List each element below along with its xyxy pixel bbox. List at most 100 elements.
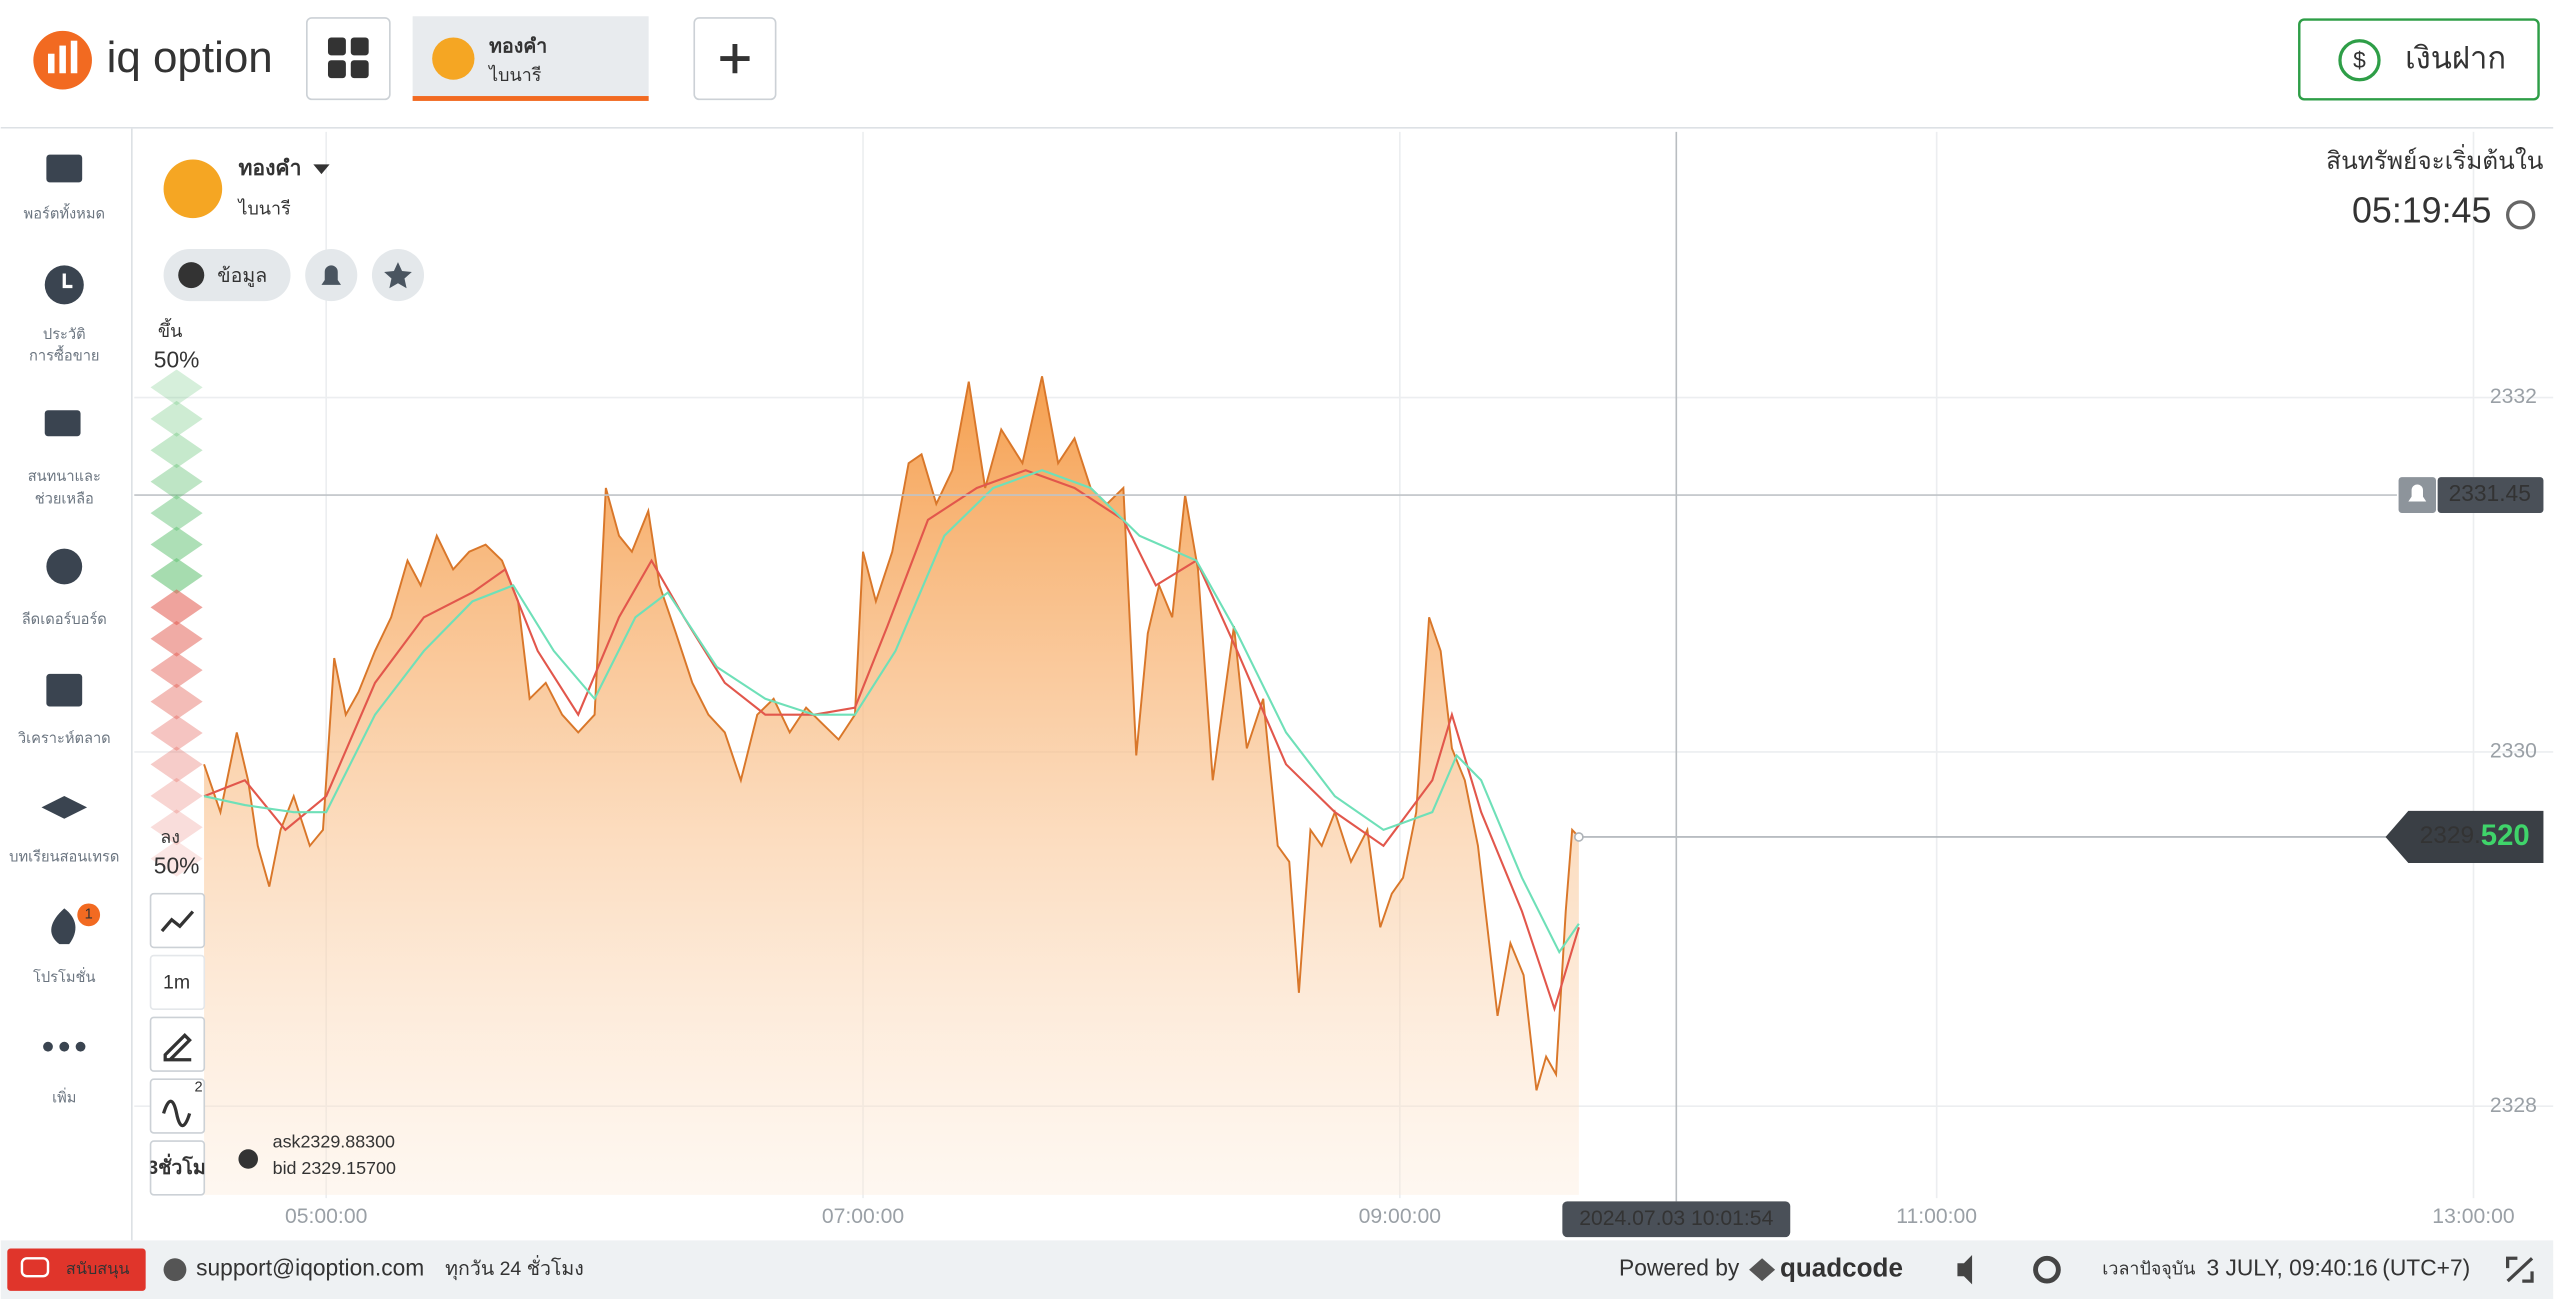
asset-tab[interactable]: ทองคำ ไบนารี: [412, 16, 649, 101]
dropdown-arrow[interactable]: [313, 164, 330, 175]
info-label: ข้อมูล: [217, 265, 267, 288]
x-tick-label: 05:00:00: [285, 1205, 367, 1228]
sentiment: ขึ้น 50% ลง 50%: [150, 318, 203, 879]
sentiment-cell: [150, 809, 203, 846]
support-label: สนับสนุน: [66, 1260, 130, 1279]
logo[interactable]: iq option: [33, 30, 273, 90]
mute-button[interactable]: [1957, 1255, 1973, 1285]
support-button[interactable]: สนับสนุน: [7, 1248, 146, 1291]
sidebar-item[interactable]: ประวัติการซื้อขาย: [29, 265, 100, 364]
timer-icon: [2506, 200, 2536, 230]
sentiment-bar: [150, 369, 203, 877]
sidebar-label: พอร์ตทั้งหมด: [24, 203, 105, 223]
chart-type-button[interactable]: [149, 892, 206, 949]
sentiment-cell: [150, 683, 203, 720]
sidebar-label: ประวัติ: [43, 327, 86, 343]
powered-by: Powered by: [1619, 1255, 1740, 1281]
star-icon: [384, 262, 412, 289]
sidebar-label: วิเคราะห์ตลาด: [17, 730, 111, 747]
sentiment-cell: [150, 746, 203, 783]
icon: [162, 1099, 192, 1128]
fullscreen-button[interactable]: [2506, 1256, 2534, 1283]
footer-bg: [0, 1240, 2554, 1299]
icon: [20, 1257, 50, 1278]
badge: [77, 903, 101, 927]
icon: [75, 1041, 86, 1052]
sentiment-cell: [150, 777, 203, 814]
icon: [51, 908, 76, 945]
alert-label-box: [2437, 477, 2544, 513]
asset-panel: ทองคำ ไบนารี ข้อมูล: [163, 157, 425, 302]
bell-icon: [2408, 484, 2427, 502]
indicator-count: 2: [195, 1079, 203, 1095]
icon: [350, 60, 369, 79]
asset-name[interactable]: ทองคำ: [238, 157, 301, 180]
sentiment-cell: [150, 715, 203, 751]
badge-count: 1: [85, 907, 93, 923]
expiry-label: 2024.07.03 10:01:54: [1579, 1207, 1773, 1230]
deposit-icon-sign: $: [2353, 47, 2366, 73]
timeframe-label: 1m: [163, 971, 190, 993]
y-tick-label: 2332: [2490, 385, 2537, 408]
sentiment-cell: [150, 369, 203, 406]
logo-bar: [70, 40, 78, 74]
period-button[interactable]: [149, 1140, 206, 1196]
tab-subtitle: ไบนารี: [487, 64, 542, 85]
deposit-button[interactable]: $ เงินฝาก: [2298, 18, 2540, 101]
icon: [46, 548, 83, 585]
icon: [327, 60, 346, 79]
settings-button[interactable]: [2033, 1255, 2061, 1284]
price-fraction: 520: [2481, 819, 2530, 852]
countdown-label: สินทรัพย์จะเริ่มต้นใน: [2326, 144, 2544, 175]
down-percent: 50%: [154, 853, 200, 879]
expiry-label-box: [1562, 1201, 1791, 1238]
sentiment-cell: [150, 400, 203, 437]
down-label: ลง: [160, 827, 180, 847]
sidebar-item[interactable]: เพิ่ม: [43, 1041, 86, 1107]
info-button[interactable]: [163, 249, 291, 302]
brand: quadcode: [1780, 1253, 1903, 1283]
timeframe-button[interactable]: [149, 954, 206, 1011]
up-percent: 50%: [154, 346, 200, 372]
price-line: [203, 376, 1580, 1091]
alert-label: 2331.45: [2449, 480, 2531, 506]
period-clip: 3ชั่วโมง: [151, 1153, 205, 1179]
ask: ask2329.88300: [273, 1131, 395, 1151]
info-icon: [178, 262, 205, 289]
price-area: [204, 376, 1579, 1195]
sidebar-label: เพิ่ม: [52, 1088, 76, 1107]
icon: [41, 796, 88, 819]
sidebar-item[interactable]: 1 โปรโมชั่น: [33, 903, 101, 986]
sidebar-item[interactable]: บทเรียนสอนเทรด: [9, 796, 119, 866]
grid-button[interactable]: [306, 17, 391, 101]
button-bg: [306, 17, 391, 101]
sidebar-item[interactable]: วิเคราะห์ตลาด: [17, 673, 111, 747]
deposit-label: เงินฝาก: [2405, 40, 2506, 75]
asset-icon: [432, 37, 475, 80]
sidebar-item[interactable]: พอร์ตทั้งหมด: [24, 154, 105, 223]
sidebar-label: โปรโมชั่น: [33, 967, 95, 986]
help-icon: [163, 1258, 187, 1282]
sidebar-item[interactable]: ลีดเดอร์บอร์ด: [22, 548, 107, 628]
ask-label: ask: [273, 1131, 301, 1151]
current-price-box: [2385, 810, 2544, 863]
icon: [46, 673, 83, 707]
bid-label: bid: [273, 1158, 297, 1178]
moving-average: [203, 469, 1580, 955]
sentiment-cell: [150, 840, 203, 877]
indicator-button[interactable]: [149, 1078, 206, 1134]
icon: [327, 37, 346, 56]
icon: [43, 1041, 53, 1052]
bell-icon: [321, 265, 342, 285]
add-tab[interactable]: [693, 17, 777, 101]
icon: [59, 1041, 70, 1052]
current-time: 3 JULY, 09:40:16: [2206, 1255, 2377, 1281]
time-label: เวลาปัจจุบัน: [2102, 1258, 2195, 1279]
support-email[interactable]: support@iqoption.com: [196, 1255, 424, 1281]
logo-bar: [47, 53, 55, 74]
sentiment-cell: [150, 526, 203, 563]
x-tick-label: 09:00:00: [1359, 1205, 1441, 1228]
help-icon[interactable]: [238, 1149, 258, 1169]
